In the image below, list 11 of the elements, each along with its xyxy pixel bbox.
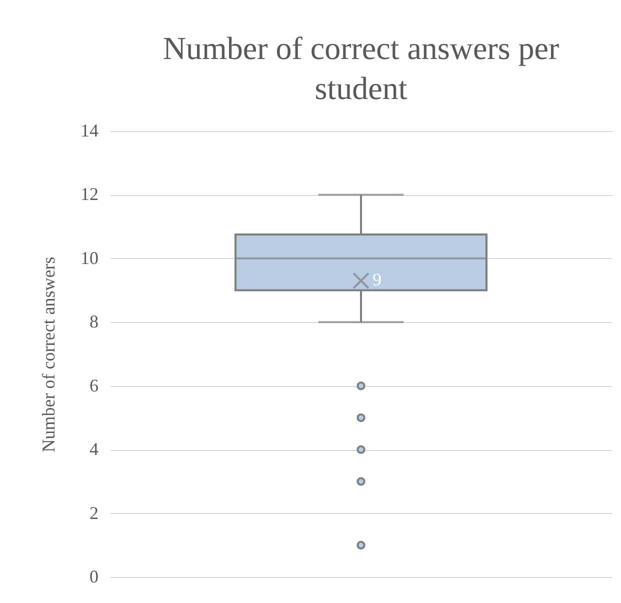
y-tick-label: 12	[80, 184, 98, 204]
y-tick-label: 14	[80, 120, 98, 140]
y-axis-title: Number of correct answers	[38, 256, 58, 452]
y-tick-label: 6	[90, 375, 98, 396]
y-tick-label: 8	[90, 312, 98, 332]
y-tick-label: 4	[90, 439, 98, 460]
chart-title: Number of correct answers per student	[162, 30, 560, 106]
annotation: 9	[372, 270, 382, 290]
y-tick-label: 10	[80, 248, 98, 268]
y-tick-label: 2	[90, 502, 98, 523]
y-tick-label: 0	[90, 566, 98, 586]
